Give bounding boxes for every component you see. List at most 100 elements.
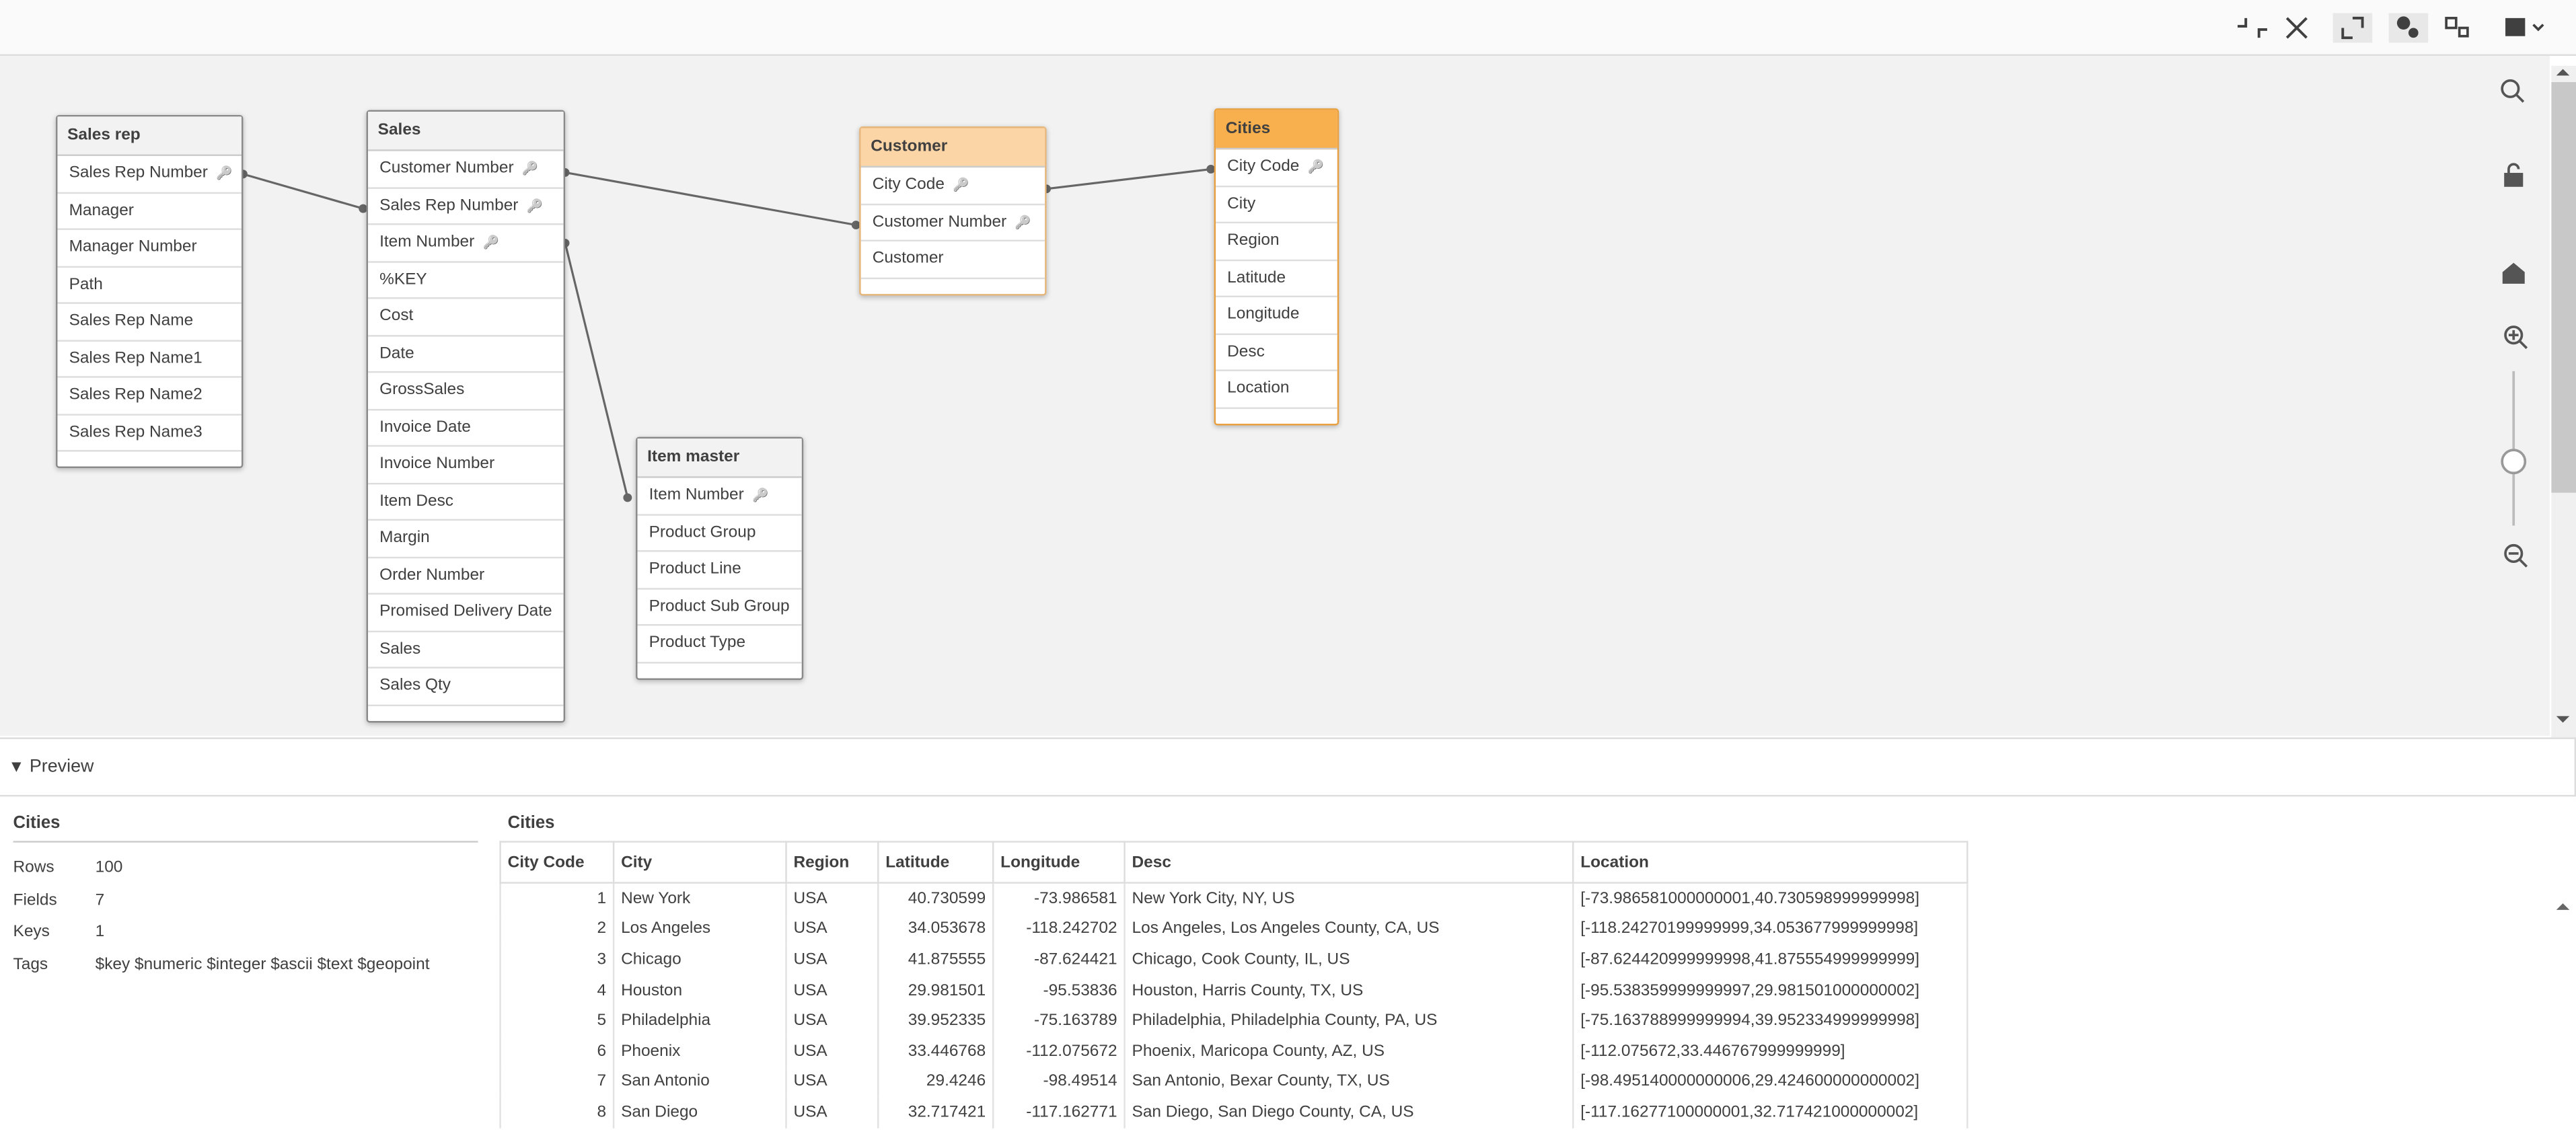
field-name: Sales Rep Number bbox=[379, 196, 519, 215]
contract-button[interactable] bbox=[2285, 17, 2308, 39]
column-header: City Code bbox=[499, 841, 615, 884]
field-row: Product Line bbox=[637, 552, 802, 589]
field-name: Item Number bbox=[649, 486, 744, 504]
scroll-up[interactable] bbox=[2556, 903, 2570, 910]
node-title: Sales bbox=[368, 112, 564, 151]
field-name: Product Group bbox=[649, 523, 756, 541]
table-node[interactable]: Customer City Code 🔑 Customer Number 🔑 Custom… bbox=[859, 126, 1047, 295]
table-cell: USA bbox=[785, 1067, 879, 1098]
summary: Cities Rows 100 Fields 7 Keys 1 Tags $key $nume… bbox=[13, 805, 478, 981]
table-row: 2 Los Angeles USA 34.053678 -118.242702 Los A… bbox=[499, 914, 1968, 945]
node-footer bbox=[1216, 408, 1337, 423]
field-name: Path bbox=[69, 275, 103, 293]
table-node[interactable]: Sales rep Sales Rep Number 🔑 Manager Manager… bbox=[56, 114, 244, 468]
table-cell: San Antonio bbox=[612, 1067, 787, 1098]
data-table: City Code City Region Latitude Longitude Desc… bbox=[499, 841, 1968, 1129]
field-row: Product Group bbox=[637, 515, 802, 552]
field-name: Sales Rep Number bbox=[69, 164, 208, 183]
field-name: Latitude bbox=[1227, 268, 1286, 287]
summary-row: Fields 7 bbox=[13, 884, 478, 917]
field-row: GrossSales bbox=[368, 373, 564, 410]
table-cell: New York City, NY, US bbox=[1124, 882, 1574, 915]
table-node[interactable]: Cities City Code 🔑 City Region Latitude Longit… bbox=[1214, 108, 1339, 425]
lock-button[interactable] bbox=[2504, 163, 2524, 187]
field-row: Margin bbox=[368, 521, 564, 558]
field-row: %KEY bbox=[368, 262, 564, 299]
table-cell: San Antonio, Bexar County, TX, US bbox=[1124, 1067, 1574, 1098]
field-name: Margin bbox=[379, 529, 430, 547]
table-cell: -117.162771 bbox=[992, 1097, 1126, 1129]
table-cell: 3 bbox=[499, 944, 615, 976]
node-title: Item master bbox=[637, 439, 802, 478]
link bbox=[564, 243, 629, 498]
field-row: Customer bbox=[860, 241, 1045, 278]
key-icon: 🔑 bbox=[216, 165, 233, 181]
table-cell: -112.075672 bbox=[992, 1036, 1126, 1067]
field-row: Path bbox=[57, 267, 242, 304]
table-body: 1 New York USA 40.730599 -73.986581 New York … bbox=[499, 882, 1968, 1129]
table-title: Cities bbox=[507, 812, 555, 833]
field-name: Region bbox=[1227, 231, 1280, 250]
field-row: Customer Number 🔑 bbox=[860, 204, 1045, 241]
summary-label: Fields bbox=[13, 891, 57, 909]
field-row: Invoice Date bbox=[368, 410, 564, 447]
key-icon: 🔑 bbox=[1307, 159, 1324, 174]
table-cell: 1 bbox=[499, 882, 615, 915]
table-cell: -73.986581 bbox=[992, 882, 1126, 915]
preview-bar[interactable]: ▼ Preview bbox=[0, 737, 2576, 797]
table-cell: USA bbox=[785, 1097, 879, 1129]
field-name: Sales bbox=[379, 640, 421, 658]
column-header: Longitude bbox=[992, 841, 1126, 884]
menu-button[interactable] bbox=[2505, 17, 2526, 36]
table-cell: -75.163789 bbox=[992, 1005, 1126, 1036]
field-name: Sales Rep Name1 bbox=[69, 348, 203, 367]
column-header: Region bbox=[785, 841, 879, 884]
summary-value: 1 bbox=[95, 923, 105, 942]
field-name: Product Sub Group bbox=[649, 597, 790, 615]
table-cell: [-98.495140000000006,29.424600000000002] bbox=[1572, 1067, 1968, 1098]
table-cell: San Diego bbox=[612, 1097, 787, 1129]
link-end bbox=[1206, 165, 1216, 174]
search-button[interactable] bbox=[2501, 79, 2525, 103]
field-row: Customer Number 🔑 bbox=[368, 151, 564, 188]
field-name: Item Desc bbox=[379, 492, 454, 510]
table-cell: 41.875555 bbox=[877, 944, 994, 976]
field-row: Desc bbox=[1216, 334, 1337, 371]
home-button[interactable] bbox=[2502, 262, 2525, 284]
field-row: Order Number bbox=[368, 558, 564, 595]
zoom-out-button[interactable] bbox=[2504, 543, 2528, 568]
table-cell: USA bbox=[785, 914, 879, 945]
table-cell: 32.717421 bbox=[877, 1097, 994, 1129]
field-row: Sales Rep Name3 bbox=[57, 415, 242, 452]
table-cell: [-73.986581000000001,40.730598999999998] bbox=[1572, 882, 1968, 915]
node-footer bbox=[637, 662, 801, 677]
table-cell: -87.624421 bbox=[992, 944, 1126, 976]
table-node[interactable]: Item master Item Number 🔑 Product Group Prod… bbox=[636, 436, 804, 679]
field-name: Customer bbox=[872, 250, 944, 268]
table-row: 7 San Antonio USA 29.4246 -98.49514 San Anton… bbox=[499, 1067, 1968, 1098]
key-icon: 🔑 bbox=[1015, 214, 1031, 229]
scroll-thumb[interactable] bbox=[2551, 82, 2576, 493]
table-cell: 2 bbox=[499, 914, 615, 945]
view-button[interactable] bbox=[2388, 13, 2429, 43]
table-node[interactable]: Sales Customer Number 🔑 Sales Rep Number 🔑 It… bbox=[366, 110, 566, 722]
field-name: Date bbox=[379, 344, 414, 363]
field-name: Manager Number bbox=[69, 238, 197, 256]
table-cell: [-117.16277100000001,32.717421000000002] bbox=[1572, 1097, 1968, 1129]
zoom-slider[interactable] bbox=[2501, 449, 2527, 475]
table-cell: 40.730599 bbox=[877, 882, 994, 915]
zoom-in-button[interactable] bbox=[2504, 326, 2528, 349]
collapse-button[interactable] bbox=[2238, 17, 2267, 38]
layout-button[interactable] bbox=[2445, 17, 2458, 30]
field-name: Promised Delivery Date bbox=[379, 603, 552, 621]
table-cell: Phoenix, Maricopa County, AZ, US bbox=[1124, 1036, 1574, 1067]
menu-caret bbox=[2532, 24, 2544, 32]
field-row: Cost bbox=[368, 299, 564, 336]
field-name: %KEY bbox=[379, 270, 427, 289]
table-row: 6 Phoenix USA 33.446768 -112.075672 Phoenix, … bbox=[499, 1036, 1968, 1067]
summary-row: Tags $key $numeric $integer $ascii $text … bbox=[13, 949, 478, 981]
field-row: Sales Qty bbox=[368, 669, 564, 706]
table-cell: -118.242702 bbox=[992, 914, 1126, 945]
field-name: City bbox=[1227, 194, 1256, 213]
link-end bbox=[851, 221, 860, 230]
